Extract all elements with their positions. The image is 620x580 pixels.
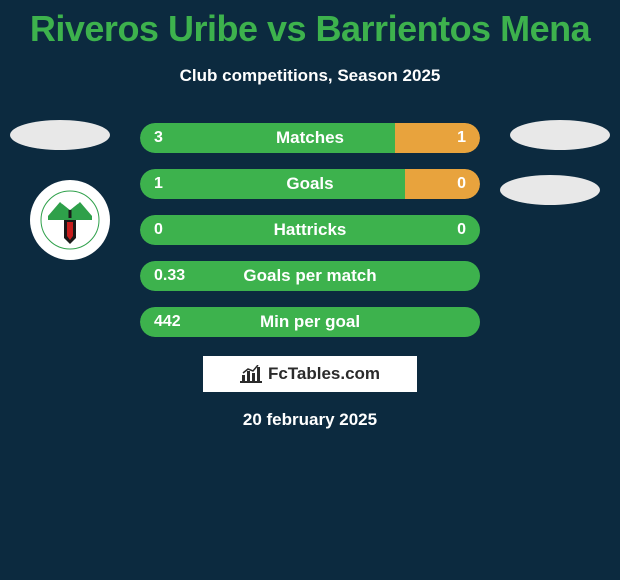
avatar-right-oval-2 (500, 175, 600, 205)
stat-bar-value-left: 3 (154, 123, 163, 153)
stat-bar-row: Min per goal442 (140, 307, 480, 337)
stat-bar-value-left: 0.33 (154, 261, 185, 291)
date-label: 20 february 2025 (0, 410, 620, 430)
stat-bar-label: Goals (140, 169, 480, 199)
club-shield-left (30, 180, 110, 260)
stat-bar-label: Matches (140, 123, 480, 153)
stat-bar-label: Min per goal (140, 307, 480, 337)
stat-bar-row: Goals1 0 (140, 169, 480, 199)
page-title: Riveros Uribe vs Barrientos Mena (0, 0, 620, 50)
stat-bar-row: Matches3 1 (140, 123, 480, 153)
stat-bar-value-left: 0 (154, 215, 163, 245)
bar-chart-icon (240, 365, 262, 383)
stat-bar-value-right: 0 (457, 215, 466, 245)
avatar-right-oval-1 (510, 120, 610, 150)
stats-comparison-container: Riveros Uribe vs Barrientos Mena Club co… (0, 0, 620, 580)
banner-text: FcTables.com (268, 364, 380, 384)
stat-bar-label: Goals per match (140, 261, 480, 291)
avatar-left-oval (10, 120, 110, 150)
stat-bar-value-left: 1 (154, 169, 163, 199)
comparison-bars: Matches31Goals10Hattricks00Goals per mat… (140, 123, 480, 353)
stat-bar-value-right: 1 (457, 123, 466, 153)
source-banner[interactable]: FcTables.com (202, 355, 418, 393)
stat-bar-row: Goals per match0.33 (140, 261, 480, 291)
stat-bar-label: Hattricks (140, 215, 480, 245)
stat-bar-value-left: 442 (154, 307, 181, 337)
stat-bar-value-right: 0 (457, 169, 466, 199)
stat-bar-row: Hattricks0 0 (140, 215, 480, 245)
subtitle: Club competitions, Season 2025 (0, 66, 620, 86)
club-shield-icon (40, 190, 100, 250)
